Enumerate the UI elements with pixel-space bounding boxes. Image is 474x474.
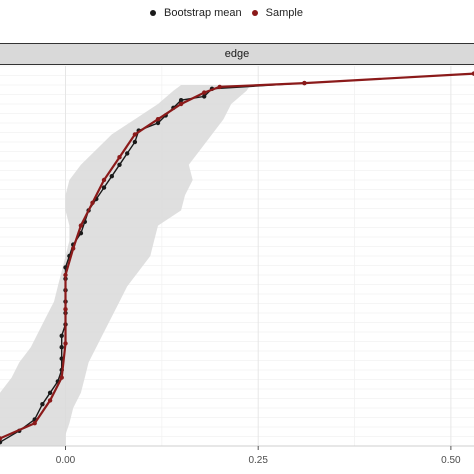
facet-strip: edge bbox=[0, 43, 474, 65]
sample-point bbox=[202, 90, 207, 95]
sample-point bbox=[471, 71, 474, 76]
bootstrap-mean-point bbox=[101, 185, 107, 190]
sample-point bbox=[32, 421, 37, 426]
bootstrap-mean-key-icon bbox=[150, 10, 156, 16]
legend-item-bootstrap: Bootstrap mean bbox=[150, 7, 242, 19]
legend-label-bootstrap: Bootstrap mean bbox=[164, 7, 242, 19]
sample-point bbox=[47, 398, 53, 403]
sample-point bbox=[0, 436, 3, 441]
sample-point bbox=[217, 84, 222, 90]
bootstrap-mean-point bbox=[202, 94, 207, 99]
sample-point bbox=[78, 223, 84, 228]
bootstrap-mean-point bbox=[0, 440, 3, 445]
legend-label-sample: Sample bbox=[265, 7, 303, 19]
bootstrap-mean-point bbox=[40, 402, 45, 407]
sample-point bbox=[63, 341, 68, 346]
x-tick-label: 0.00 bbox=[56, 455, 76, 466]
sample-point bbox=[101, 177, 107, 183]
bootstrap-mean-point bbox=[47, 390, 53, 395]
sample-point bbox=[59, 375, 64, 380]
sample-point bbox=[117, 155, 122, 160]
bootstrap-mean-point bbox=[59, 345, 64, 350]
x-tick-label: 0.25 bbox=[248, 455, 268, 466]
sample-point bbox=[132, 132, 138, 137]
sample-point bbox=[155, 117, 161, 122]
bootstrap-mean-point bbox=[125, 151, 130, 156]
sample-point bbox=[63, 307, 68, 312]
legend: Bootstrap mean Sample bbox=[150, 4, 303, 22]
facet-label: edge bbox=[224, 48, 250, 60]
confidence-ribbon bbox=[0, 85, 251, 446]
sample-point bbox=[90, 200, 95, 205]
sample-point bbox=[178, 101, 184, 107]
x-tick-label: 0.50 bbox=[441, 455, 461, 466]
bootstrap-mean-point bbox=[117, 162, 122, 167]
bootstrap-mean-point bbox=[178, 98, 184, 103]
sample-point bbox=[63, 272, 68, 278]
bootstrap-mean-point bbox=[132, 139, 138, 145]
sample-point bbox=[71, 246, 76, 251]
bootstrap-mean-point bbox=[155, 120, 161, 126]
bootstrap-mean-point bbox=[59, 333, 64, 338]
bootstrap-mean-point bbox=[109, 174, 115, 179]
legend-item-sample: Sample bbox=[251, 7, 303, 19]
sample-point bbox=[302, 80, 307, 86]
sample-key-icon bbox=[251, 10, 258, 16]
